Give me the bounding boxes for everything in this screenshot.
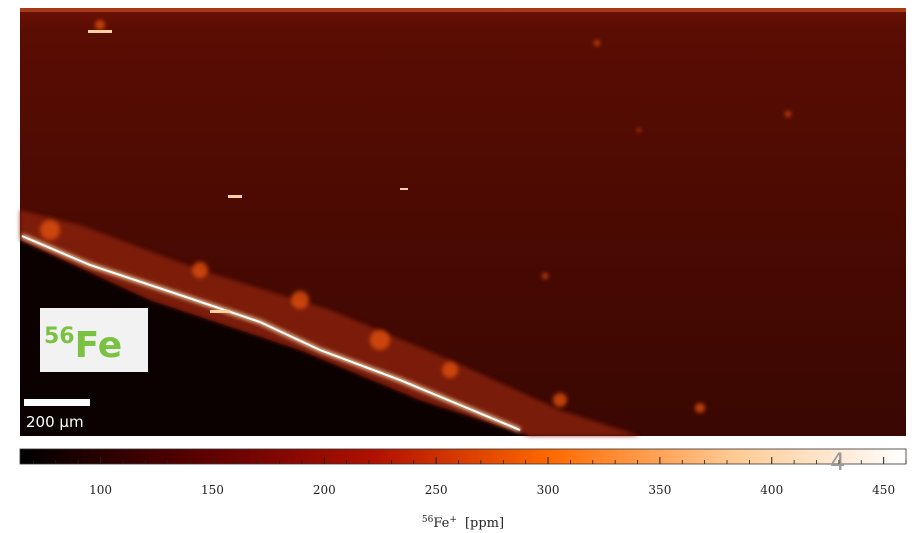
tick-label: 100: [89, 483, 112, 497]
tick-label: 300: [537, 483, 560, 497]
tick-label: 450: [872, 483, 895, 497]
label-mass: 56: [422, 515, 434, 525]
scale-bar: [24, 399, 90, 406]
colorbar: [19, 448, 907, 465]
label-box: [40, 308, 148, 372]
tick-label: 350: [648, 483, 671, 497]
tick-label: 250: [425, 483, 448, 497]
label-charge: +: [449, 515, 457, 525]
map-image: [20, 8, 906, 436]
scale-bar-label: 200 μm: [26, 413, 84, 431]
stray-label: 4: [830, 448, 845, 476]
element-label: 56Fe: [44, 324, 122, 366]
element-symbol: Fe: [75, 325, 123, 366]
tick-label: 400: [760, 483, 783, 497]
label-unit: [ppm]: [465, 516, 504, 531]
colorbar-label: 56Fe+ [ppm]: [422, 515, 504, 531]
tick-label: 200: [313, 483, 336, 497]
mass-number: 56: [44, 324, 75, 349]
label-symbol: Fe: [433, 516, 449, 531]
tick-label: 150: [201, 483, 224, 497]
